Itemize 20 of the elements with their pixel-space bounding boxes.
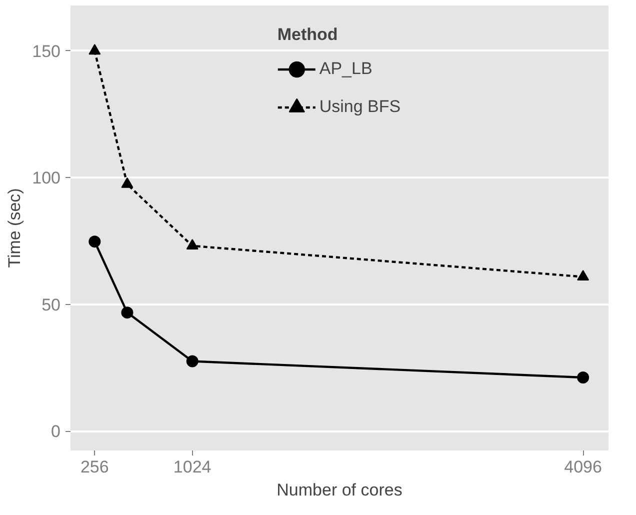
point <box>88 236 101 248</box>
legend-label: Using BFS <box>319 97 401 117</box>
point <box>88 44 101 55</box>
x-tick-label: 1024 <box>173 458 212 476</box>
point <box>186 355 198 368</box>
y-axis-title: Time (sec) <box>5 188 24 268</box>
legend-label: AP_LB <box>319 59 372 79</box>
y-tick-label: 50 <box>42 295 61 314</box>
point <box>121 306 134 319</box>
x-tick-label: 4096 <box>564 458 602 476</box>
x-axis-title: Number of cores <box>276 480 402 500</box>
point <box>121 177 134 188</box>
point <box>186 239 198 250</box>
point <box>577 270 590 280</box>
y-tick-label: 100 <box>32 168 61 188</box>
y-tick-label: 0 <box>51 422 61 442</box>
y-tick-label: 150 <box>32 42 61 61</box>
x-tick-label: 256 <box>80 458 109 476</box>
point <box>577 371 590 384</box>
legend-title: Method <box>277 25 339 45</box>
